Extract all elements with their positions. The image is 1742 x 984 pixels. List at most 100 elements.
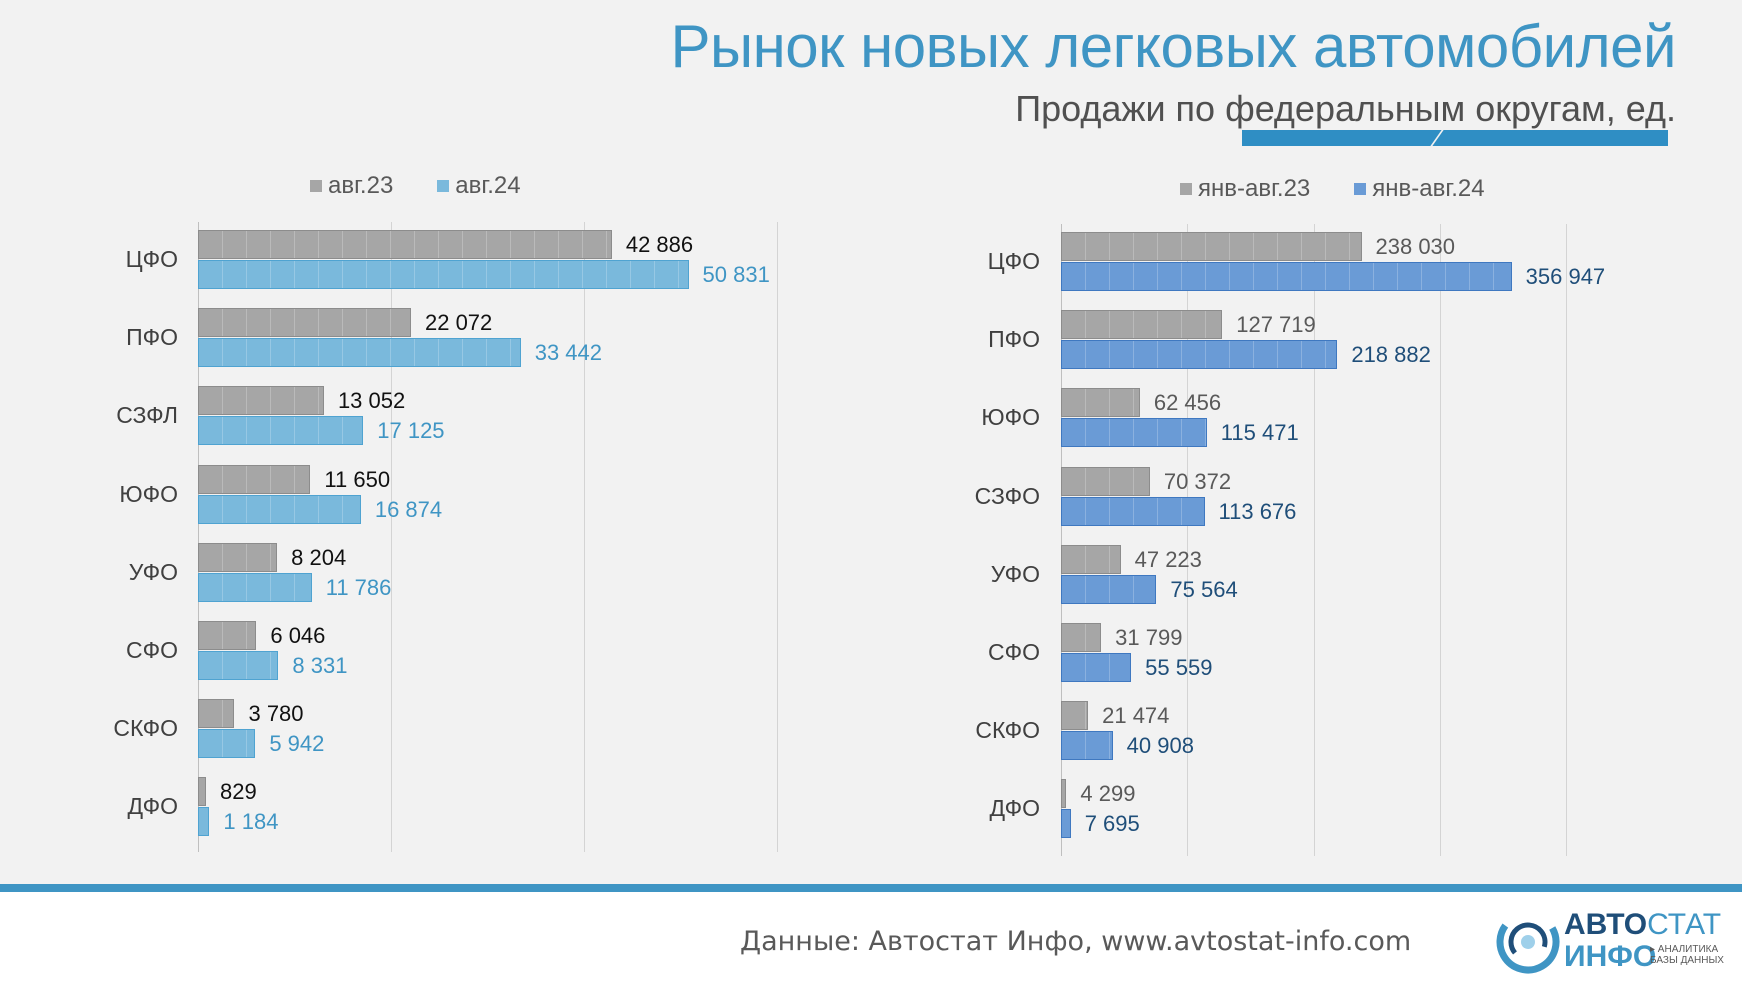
bar	[198, 621, 257, 650]
data-label: 6 046	[270, 623, 326, 648]
logo-tagline-2: БАЗЫ ДАННЫХ	[1650, 955, 1724, 966]
page-title: Рынок новых легковых автомобилей	[670, 13, 1677, 80]
data-label: 8 331	[292, 653, 348, 678]
legend-item: авг.23	[310, 172, 393, 200]
category-label: ПФО	[988, 326, 1040, 353]
data-label: 127 719	[1236, 312, 1316, 338]
data-label: 113 676	[1218, 498, 1297, 524]
data-label: 55 559	[1145, 655, 1213, 680]
gridline	[1313, 224, 1315, 856]
data-label: 75 564	[1170, 576, 1238, 602]
bar	[198, 542, 278, 572]
category-label: УФО	[128, 558, 178, 585]
logo-wordmark-1: АВТОСТАТ	[1564, 908, 1721, 942]
footer-source: Данные: Автостат Инфо, www.avtostat-info…	[740, 926, 1412, 957]
data-label: 3 780	[248, 701, 304, 727]
data-label: 50 831	[702, 262, 770, 287]
category-label: ПФО	[126, 324, 178, 351]
data-label: 62 456	[1153, 390, 1222, 416]
category-label: СЗФЛ	[116, 402, 178, 429]
logo-wordmark-2: ИНФО	[1564, 940, 1657, 973]
subtitle-underline	[1242, 130, 1668, 146]
category-label: СФО	[988, 639, 1040, 665]
legend: авг.23 авг.24	[310, 172, 565, 200]
data-label: 22 072	[424, 310, 493, 336]
bar	[1061, 544, 1121, 574]
data-label: 31 799	[1115, 625, 1183, 650]
category-label: СФО	[126, 637, 178, 663]
bar	[1061, 653, 1132, 682]
logo-tagline: ▸ АНАЛИТИКА БАЗЫ ДАННЫХ	[1650, 944, 1724, 966]
bar	[1061, 779, 1067, 809]
legend: янв-авг.23 янв-авг.24	[1180, 175, 1529, 203]
y-axis-line	[198, 222, 199, 852]
legend-swatch	[1354, 183, 1367, 195]
bar	[1061, 809, 1071, 839]
chart-august-sales: авг.23 авг.24 ЦФО 42 886 50 831 ПФО 22 072 33 4…	[0, 0, 870, 884]
page-subtitle: Продажи по федеральным округам, ед.	[1015, 88, 1676, 129]
category-label: УФО	[990, 560, 1040, 587]
legend-label: янв-авг.23	[1198, 175, 1311, 202]
bar	[1061, 388, 1140, 418]
footer	[0, 892, 1742, 984]
legend-item: янв-авг.23	[1180, 175, 1310, 203]
data-label: 8 204	[291, 544, 347, 570]
bar	[198, 651, 279, 680]
category-label: СКФО	[113, 715, 178, 742]
legend-label: авг.24	[455, 172, 521, 199]
data-label: 1 184	[223, 809, 279, 835]
data-label: 42 886	[625, 232, 694, 257]
logo-word-stat: СТАТ	[1647, 908, 1722, 941]
data-label: 11 786	[325, 574, 392, 600]
legend-swatch	[310, 180, 322, 192]
data-label: 16 874	[374, 496, 443, 522]
chart-ytd-sales: янв-авг.23 янв-авг.24 ЦФО 238 030 356 947 ПФО…	[975, 175, 1605, 856]
data-label: 40 908	[1126, 733, 1194, 759]
data-label: 238 030	[1375, 234, 1456, 259]
bar	[198, 699, 235, 729]
bar	[1061, 701, 1089, 731]
data-label: 17 125	[377, 418, 445, 444]
bar	[198, 494, 361, 524]
gridline	[1566, 224, 1567, 856]
data-label: 829	[219, 779, 257, 805]
gridline	[584, 222, 585, 852]
data-label: 33 442	[534, 340, 602, 366]
legend-swatch	[1180, 183, 1192, 195]
bar	[198, 416, 364, 446]
logo-tagline-1: ▸ АНАЛИТИКА	[1650, 944, 1719, 955]
y-axis-line	[1061, 224, 1062, 856]
bar	[198, 464, 311, 494]
bar	[1061, 466, 1150, 496]
category-label: ЮФО	[981, 404, 1040, 431]
bar	[198, 807, 210, 837]
bar	[1061, 262, 1512, 291]
bar	[198, 386, 324, 416]
data-label: 13 052	[337, 388, 406, 414]
bar	[198, 338, 521, 368]
data-label: 218 882	[1351, 342, 1431, 368]
category-label: ЮФО	[119, 480, 178, 507]
bar	[1061, 731, 1113, 761]
bar	[198, 777, 206, 807]
legend-swatch	[437, 180, 450, 192]
bar	[1061, 623, 1102, 652]
category-label: ЦФО	[987, 248, 1040, 274]
bar	[1061, 232, 1362, 261]
gridline	[777, 222, 778, 852]
bar	[198, 729, 256, 759]
bar	[198, 260, 689, 289]
data-label: 7 695	[1084, 811, 1140, 837]
bar	[1061, 496, 1205, 526]
data-label: 5 942	[269, 731, 325, 757]
logo-word-avto: АВТО	[1564, 908, 1648, 941]
bar	[1061, 418, 1207, 448]
bar	[1061, 310, 1223, 340]
legend-label: авг.23	[328, 172, 394, 199]
gridline	[391, 222, 392, 852]
gridline	[1439, 224, 1441, 856]
category-label: ДФО	[989, 795, 1040, 822]
data-label: 115 471	[1220, 420, 1299, 446]
data-label: 11 650	[324, 466, 391, 492]
gridline	[1187, 224, 1189, 856]
